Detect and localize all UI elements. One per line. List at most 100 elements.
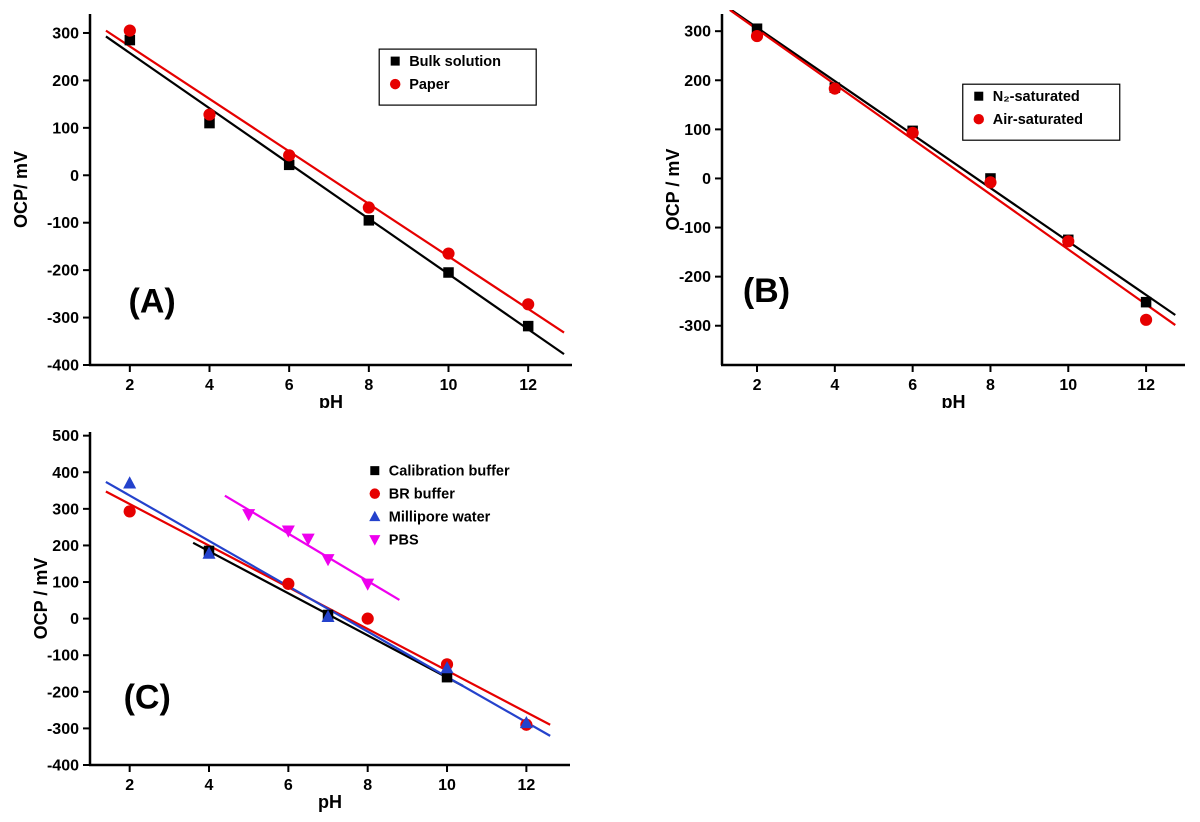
y-tick-label: -300 xyxy=(679,318,711,335)
y-tick-label: 0 xyxy=(702,171,711,188)
y-tick-label: -100 xyxy=(47,215,79,232)
x-tick-label: 4 xyxy=(205,777,214,794)
chart-a-svg: 300 200 100 0 -100 -200 -300 -400 2 4 6 8 10 12 pH OCP/… xyxy=(11,14,572,412)
chart-c-svg: 500 400 300 200 100 0 -100 -200 -300 -400 2 4 6 8 10 12… xyxy=(31,428,570,812)
x-tick-label: 2 xyxy=(753,377,762,394)
circle-marker xyxy=(361,612,374,625)
legend-label: Paper xyxy=(409,77,450,93)
circle-marker xyxy=(442,247,455,260)
circle-marker xyxy=(906,126,919,139)
y-tick-label: -200 xyxy=(47,263,79,280)
y-tick-label: 400 xyxy=(52,465,79,482)
fit-line xyxy=(105,35,565,356)
legend: Bulk solution Paper xyxy=(378,48,537,106)
circle-marker xyxy=(369,488,381,499)
x-tick-label: 6 xyxy=(284,777,293,794)
y-tick-label: 300 xyxy=(52,25,79,42)
circle-marker xyxy=(203,108,216,121)
triangle-up-marker xyxy=(321,609,335,623)
triangle-up-marker xyxy=(519,715,533,729)
x-tick-label: 10 xyxy=(438,777,456,794)
y-tick-label: 100 xyxy=(52,120,79,137)
triangle-down-marker xyxy=(281,525,295,538)
y-tick-label: -300 xyxy=(47,721,79,738)
x-axis-title: pH xyxy=(942,392,966,408)
y-tick-label: 500 xyxy=(52,428,79,445)
y-tick-label: 300 xyxy=(684,24,711,41)
x-tick-label: 4 xyxy=(205,377,214,394)
legend-label: Millipore water xyxy=(389,510,491,526)
chart-panel-b: 300 200 100 0 -100 -200 -300 2 4 6 8 10 12 pH OCP / mV… xyxy=(660,3,1195,413)
triangle-up-marker xyxy=(202,546,216,559)
circle-marker xyxy=(123,505,136,518)
square-marker xyxy=(974,91,984,101)
y-tick-label: 0 xyxy=(70,168,79,185)
panel-label: (C) xyxy=(124,678,171,716)
panel-label: (A) xyxy=(129,282,176,320)
panel-label: (B) xyxy=(743,272,790,310)
triangle-down-marker xyxy=(301,533,315,546)
y-axis-title: OCP/ mV xyxy=(11,151,31,228)
y-tick-label: -400 xyxy=(47,358,79,375)
y-tick-label: 0 xyxy=(70,611,79,628)
y-tick-label: -400 xyxy=(47,758,79,775)
legend-label: Air-saturated xyxy=(993,112,1083,128)
square-marker xyxy=(204,117,215,129)
y-tick-label: 300 xyxy=(52,501,79,518)
triangle-up-marker xyxy=(440,661,454,674)
y-tick-label: 200 xyxy=(52,538,79,555)
chart-panel-a: 300 200 100 0 -100 -200 -300 -400 2 4 6 8 10 12 pH OCP/… xyxy=(8,3,588,413)
circle-marker xyxy=(1140,313,1153,326)
triangle-up-marker xyxy=(369,510,381,522)
triangle-down-marker xyxy=(369,535,381,546)
circle-marker xyxy=(828,82,841,95)
square-marker xyxy=(751,23,763,34)
x-tick-label: 12 xyxy=(1137,377,1155,394)
y-tick-label: -300 xyxy=(47,310,79,327)
legend-label: N₂-saturated xyxy=(993,89,1080,105)
triangle-up-marker xyxy=(123,476,137,489)
x-tick-label: 6 xyxy=(285,377,294,394)
triangle-down-marker xyxy=(242,509,256,522)
square-marker xyxy=(124,34,136,46)
x-tick-label: 8 xyxy=(363,777,372,794)
x-tick-label: 12 xyxy=(517,777,535,794)
square-marker xyxy=(441,671,453,683)
y-tick-label: 200 xyxy=(52,73,79,90)
fit-line xyxy=(729,10,1176,326)
circle-marker xyxy=(750,30,764,43)
x-tick-label: 8 xyxy=(986,377,995,394)
x-tick-label: 2 xyxy=(125,777,134,794)
x-axis-title: pH xyxy=(319,392,343,408)
y-tick-label: -100 xyxy=(679,220,711,237)
chart-panel-c: 500 400 300 200 100 0 -100 -200 -300 -400 2 4 6 8 10 12… xyxy=(28,420,588,822)
square-marker xyxy=(370,466,380,476)
legend-label: Calibration buffer xyxy=(389,464,510,480)
circle-marker xyxy=(984,176,997,189)
circle-marker xyxy=(362,201,375,214)
triangle-down-marker xyxy=(361,578,375,591)
legend-label: PBS xyxy=(389,533,419,549)
x-tick-label: 10 xyxy=(440,377,458,394)
y-tick-label: -200 xyxy=(679,269,711,286)
fit-line xyxy=(105,480,551,737)
x-tick-label: 10 xyxy=(1059,377,1077,394)
square-marker xyxy=(1140,296,1152,308)
circle-marker xyxy=(283,149,296,162)
x-tick-label: 12 xyxy=(519,377,537,394)
circle-marker xyxy=(522,298,535,311)
y-tick-label: -100 xyxy=(47,648,79,665)
square-marker xyxy=(443,267,454,278)
y-tick-label: -200 xyxy=(47,684,79,701)
circle-marker xyxy=(389,78,401,90)
circle-marker xyxy=(123,24,136,37)
fit-line xyxy=(729,10,1176,316)
y-tick-label: 200 xyxy=(684,73,711,90)
y-tick-label: 100 xyxy=(684,122,711,139)
y-axis-title: OCP / mV xyxy=(31,558,51,640)
legend-label: Bulk solution xyxy=(409,54,501,70)
legend: Calibration buffer BR buffer Millipore wat… xyxy=(369,464,510,549)
legend-label: BR buffer xyxy=(389,487,455,503)
y-tick-label: 100 xyxy=(52,575,79,592)
